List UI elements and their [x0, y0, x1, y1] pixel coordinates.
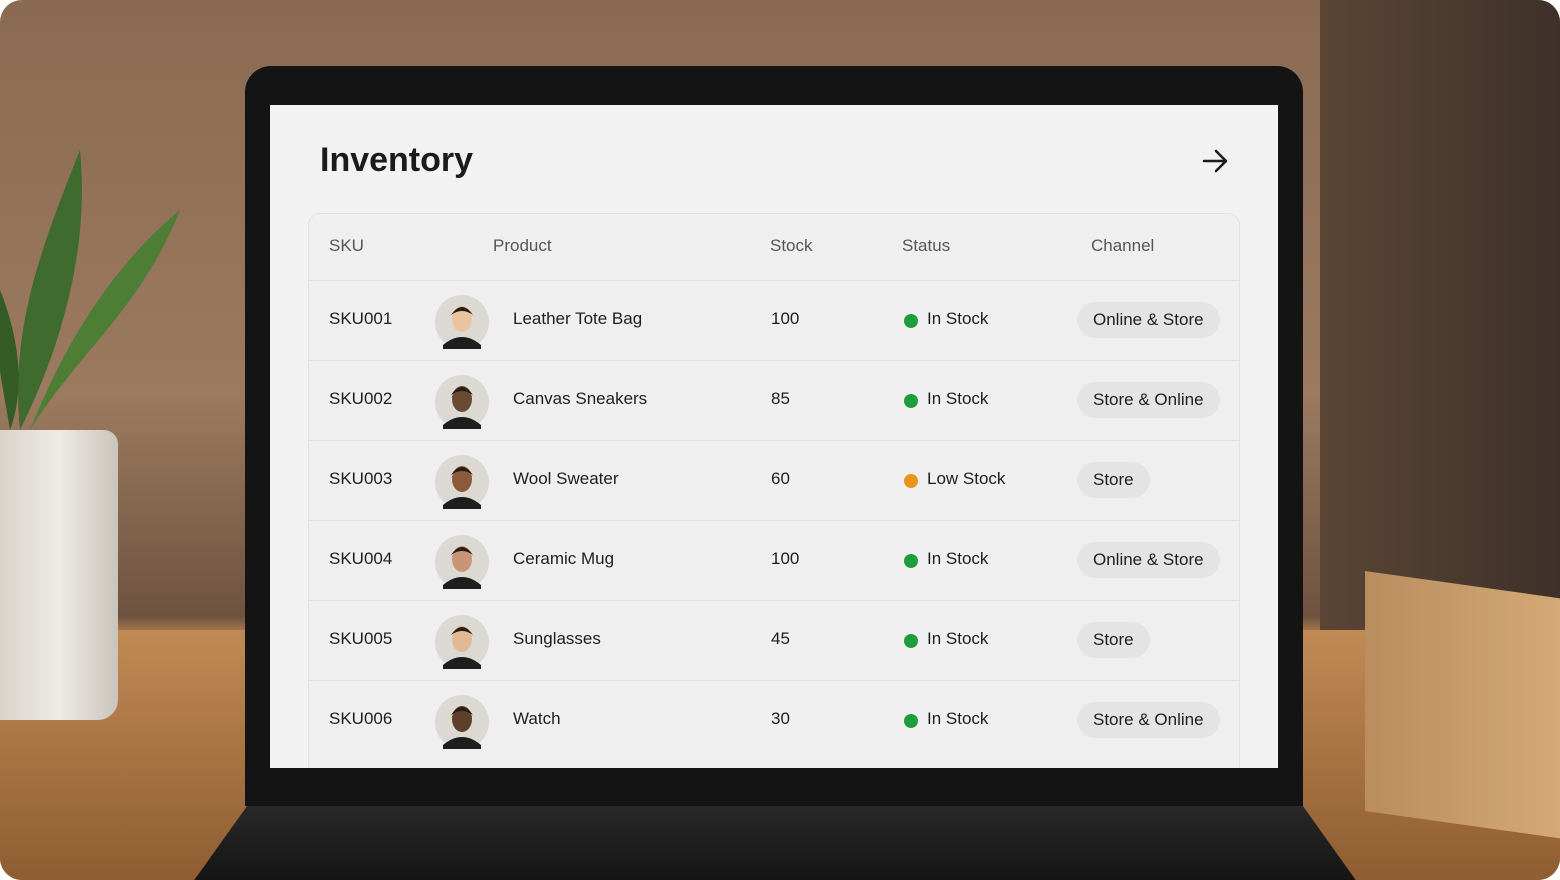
page-title: Inventory: [320, 141, 474, 179]
product: Leather Tote Bag: [513, 309, 643, 328]
stock: 100: [771, 309, 800, 328]
screen: Inventory SKU Product Stock Status Channel SK…: [270, 105, 1278, 768]
channel-pill: Store: [1077, 622, 1150, 658]
parcel: [1365, 570, 1560, 840]
sku: SKU004: [329, 549, 393, 568]
product: Canvas Sneakers: [513, 389, 648, 408]
product: Sunglasses: [513, 629, 601, 648]
column-header: Status: [902, 236, 951, 255]
sku: SKU002: [329, 389, 393, 408]
avatar: [435, 295, 489, 349]
sku: SKU003: [329, 469, 393, 488]
status: In Stock: [927, 709, 989, 728]
table-row[interactable]: SKU003 Wool Sweater 60 Low Stock Store: [309, 440, 1239, 521]
plant-pot: [0, 430, 118, 720]
status: In Stock: [927, 549, 989, 568]
avatar: [435, 695, 489, 749]
avatar: [435, 615, 489, 669]
column-header: Channel: [1091, 236, 1155, 255]
laptop-keyboard: [180, 800, 1370, 880]
product: Ceramic Mug: [513, 549, 615, 568]
channel-pill: Store & Online: [1077, 702, 1220, 738]
table-row[interactable]: SKU004 Ceramic Mug 100 In Stock Online & Sto…: [309, 520, 1239, 601]
stock: 30: [771, 709, 790, 728]
column-header: Stock: [770, 236, 813, 255]
table-row[interactable]: SKU002 Canvas Sneakers 85 In Stock Store & O…: [309, 360, 1239, 441]
status-dot: [904, 634, 918, 648]
table-row[interactable]: SKU001 Leather Tote Bag 100 In Stock Online …: [309, 280, 1239, 361]
avatar: [435, 455, 489, 509]
product: Wool Sweater: [513, 469, 619, 488]
channel-pill: Store & Online: [1077, 382, 1220, 418]
status-dot: [904, 314, 918, 328]
table-row[interactable]: SKU006 Watch 30 In Stock Store & Online: [309, 680, 1239, 761]
product: Watch: [513, 709, 561, 728]
sku: SKU001: [329, 309, 393, 328]
channel-pill: Store: [1077, 462, 1150, 498]
status-dot: [904, 394, 918, 408]
status-dot: [904, 554, 918, 568]
status: In Stock: [927, 309, 989, 328]
column-header: Product: [493, 236, 552, 255]
stock: 45: [771, 629, 790, 648]
channel-pill: Online & Store: [1077, 302, 1220, 338]
status-dot: [904, 474, 918, 488]
avatar: [435, 535, 489, 589]
wall: [1320, 0, 1560, 640]
table-row[interactable]: SKU005 Sunglasses 45 In Stock Store: [309, 600, 1239, 681]
status-dot: [904, 714, 918, 728]
stock: 85: [771, 389, 790, 408]
avatar: [435, 375, 489, 429]
status: Low Stock: [927, 469, 1006, 488]
column-header: SKU: [329, 236, 364, 255]
inventory-table: SKU Product Stock Status Channel SKU001 Leathe…: [308, 213, 1240, 768]
plant-leaves: [0, 150, 180, 430]
sku: SKU006: [329, 709, 393, 728]
sku: SKU005: [329, 629, 393, 648]
stock: 60: [771, 469, 790, 488]
next-arrow[interactable]: [1200, 147, 1232, 175]
status: In Stock: [927, 389, 989, 408]
stock: 100: [771, 549, 800, 568]
channel-pill: Online & Store: [1077, 542, 1220, 578]
status: In Stock: [927, 629, 989, 648]
